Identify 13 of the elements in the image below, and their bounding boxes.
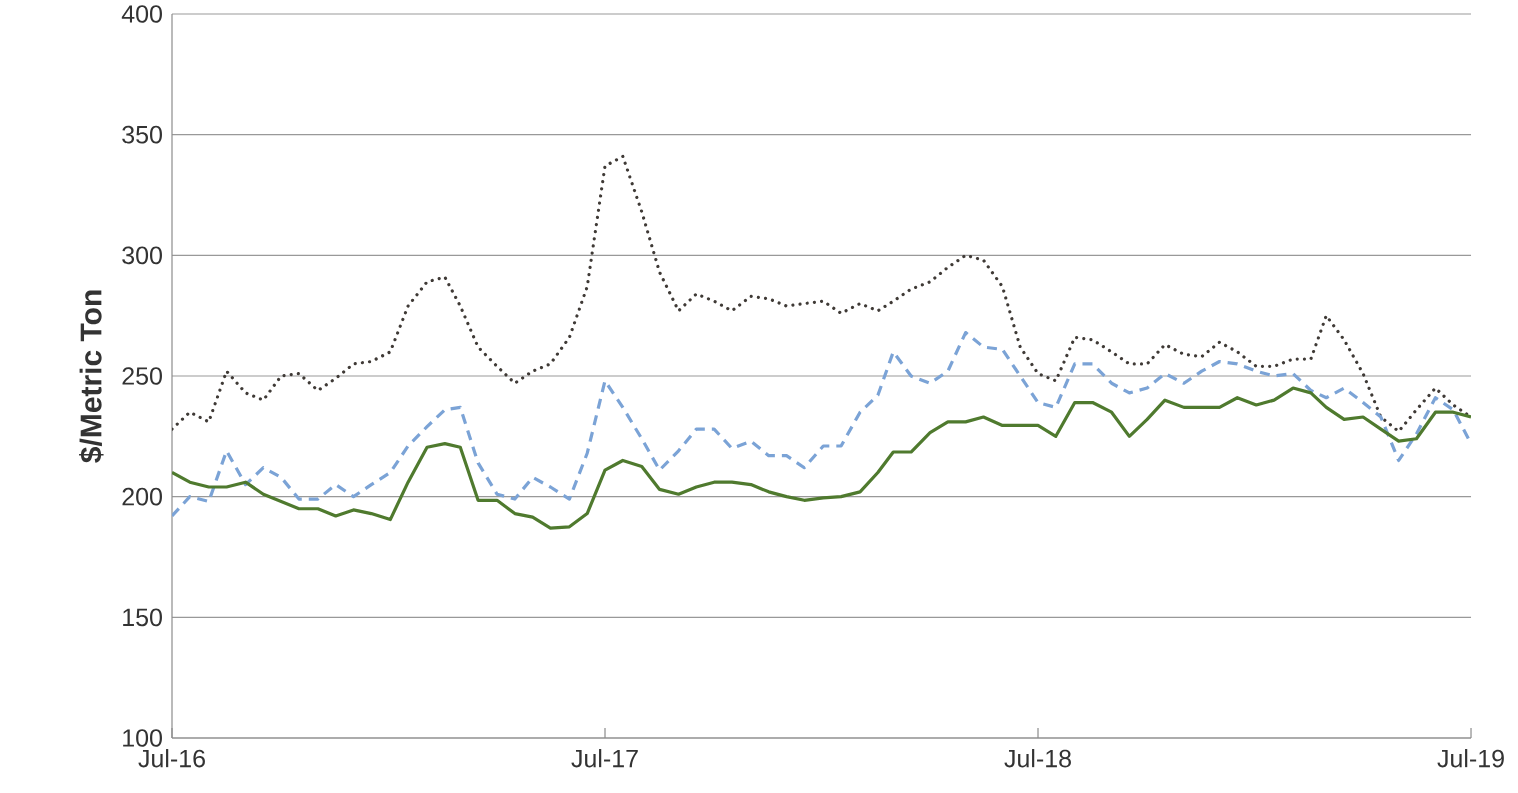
line-series xyxy=(172,330,1472,518)
y-tick-label: 100 xyxy=(123,729,162,747)
y-tick-label: 400 xyxy=(121,5,162,23)
y-tick-label: 300 xyxy=(122,246,162,265)
x-tick-label: Jul-16 xyxy=(138,749,205,768)
x-tick-label: Jul-18 xyxy=(1004,749,1071,768)
x-tick-label: Jul-17 xyxy=(571,749,638,768)
y-tick-label: 150 xyxy=(123,608,162,627)
y-axis-title: $/Metric Ton xyxy=(79,290,104,463)
y-tick-label: 250 xyxy=(122,367,162,385)
y-tick-label: 350 xyxy=(122,125,162,144)
x-tick-label: Jul-19 xyxy=(1437,749,1504,768)
y-tick-label: 200 xyxy=(122,487,162,506)
